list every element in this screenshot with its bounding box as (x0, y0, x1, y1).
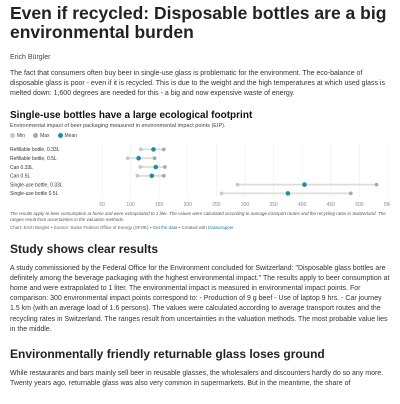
x-tick-label-1: 100 (126, 201, 135, 207)
legend-label-max: Max (40, 132, 50, 139)
range-dot-chart: 50 100 150 200 250 300 350 400 450 500 550 Refillab… (10, 142, 390, 207)
max-point-2 (163, 164, 167, 169)
min-point-1 (125, 155, 130, 160)
category-label-0: Refillable bottle, 0.33L (10, 147, 60, 153)
section-text-returnable: While restaurants and bars mainly sell b… (10, 370, 384, 388)
legend-item-min: Min (10, 133, 25, 139)
legend-dot-max (33, 133, 39, 139)
section-heading-study: Study shows clear results (10, 241, 159, 256)
min-point-5 (219, 191, 224, 195)
legend-dot-mean (57, 133, 63, 139)
x-tick-label-8: 450 (327, 201, 336, 207)
category-label-1: Refillable bottle, 0.5L (10, 156, 57, 162)
chart-credit: Chart: Erich Bürgler • Source: Swiss Fed… (10, 225, 390, 230)
mean-point-0 (151, 146, 156, 152)
max-point-3 (161, 173, 166, 178)
article-title: Even if recycled: Disposable bottles are… (10, 3, 387, 42)
article: Even if recycled: Disposable bottles are… (0, 4, 400, 389)
chart-title: Single-use bottles have a large ecologic… (10, 109, 253, 121)
min-point-3 (135, 173, 140, 178)
article-author: Erich Bürgler (10, 54, 51, 61)
max-point-0 (161, 147, 166, 151)
max-point-4 (374, 182, 379, 187)
chart-block: Single-use bottles have a large ecologic… (10, 110, 390, 230)
legend-label-min: Min (17, 132, 26, 139)
chart-subtitle: Environmental impact of beer packaging m… (10, 122, 226, 129)
legend-item-mean: Mean (57, 132, 78, 139)
section-text-study: A study commissioned by the Federal Offi… (10, 264, 390, 333)
section-heading-returnable: Environmentally friendly returnable glas… (10, 347, 325, 362)
legend-dot-min (10, 133, 15, 139)
chart-credit-source: Chart: Erich Bürgler • Source: Swiss Fed… (10, 224, 153, 230)
mean-point-1 (136, 155, 141, 161)
max-point-5 (348, 191, 353, 195)
category-label-4: Single-use bottle, 0.33L (10, 182, 63, 188)
chart-legend: Min Max Mean (10, 133, 390, 139)
x-tick-label-4: 250 (212, 201, 221, 207)
category-label-2: Can 0.33L (10, 164, 33, 170)
x-tick-label-0: 50 (99, 201, 105, 207)
mean-point-4 (302, 181, 307, 187)
mean-point-3 (149, 173, 155, 178)
max-point-1 (152, 155, 157, 160)
article-intro: The fact that consumers often buy beer i… (10, 70, 385, 98)
category-label-3: Can 0.5L (10, 173, 31, 179)
chart-credit-mid: • Created with (177, 224, 208, 230)
x-tick-label-3: 200 (184, 201, 193, 207)
min-point-2 (138, 164, 143, 169)
mean-point-5 (285, 190, 291, 196)
legend-label-mean: Mean (64, 132, 78, 139)
x-tick-label-10: 550 (384, 201, 390, 207)
min-point-0 (138, 147, 143, 151)
category-label-5: Single-use bottle 0.5L (10, 191, 59, 197)
x-tick-label-6: 350 (269, 201, 278, 207)
min-point-4 (235, 182, 240, 187)
datawrapper-link[interactable]: Datawrapper (208, 224, 234, 230)
mean-point-2 (153, 164, 159, 169)
x-tick-label-7: 400 (298, 201, 307, 207)
get-the-data-link[interactable]: Get the data (152, 224, 178, 230)
legend-item-max: Max (33, 132, 50, 139)
x-tick-label-5: 300 (241, 201, 250, 207)
chart-note: The results apply to beer consumption at… (10, 210, 386, 222)
x-tick-label-2: 150 (155, 201, 164, 207)
x-tick-label-9: 500 (355, 201, 364, 207)
